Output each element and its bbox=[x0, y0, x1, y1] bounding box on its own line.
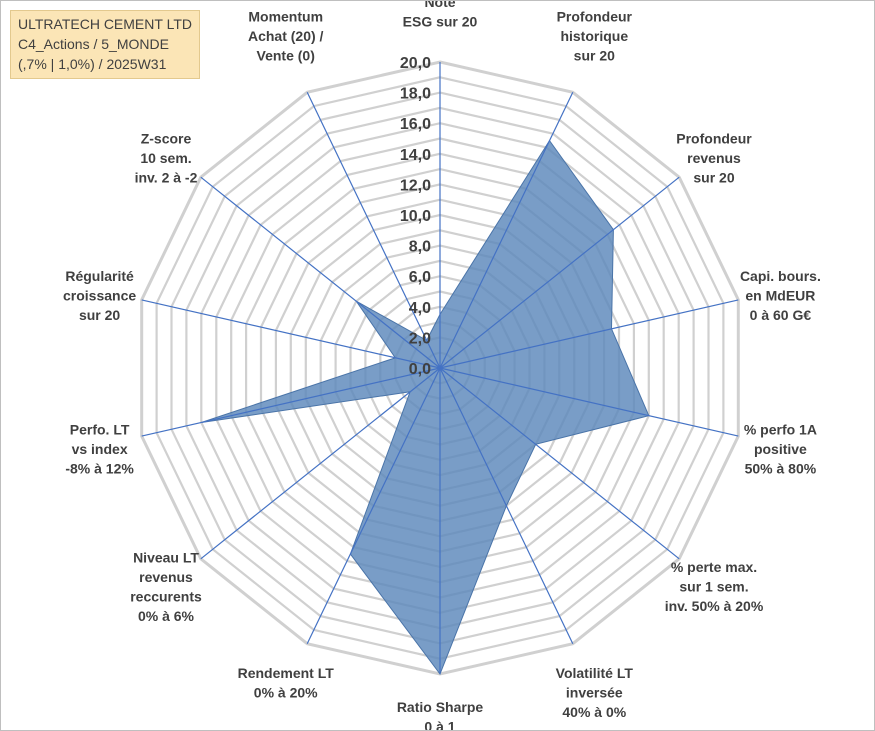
axis-spoke bbox=[141, 367, 441, 437]
axis-label-line: Achat (20) / bbox=[248, 28, 324, 44]
radial-tick-label: 16,0 bbox=[400, 116, 431, 133]
axis-label: Ratio Sharpe 0 à 1 bbox=[397, 699, 484, 730]
axis-label: % perte max. sur 1 sem. inv. 50% à 20% bbox=[665, 559, 764, 614]
axis-label-line: historique bbox=[560, 28, 628, 44]
axis-label-line: inversée bbox=[566, 684, 623, 700]
axis-label-line: Niveau LT bbox=[133, 550, 199, 566]
axis-label-line: -8% à 12% bbox=[65, 460, 134, 476]
axis-label-line: Z-score bbox=[141, 130, 192, 146]
axis-label-line: sur 1 sem. bbox=[679, 579, 748, 595]
axis-label-line: Rendement LT bbox=[238, 665, 335, 681]
axis-label-line: Vente (0) bbox=[257, 48, 315, 64]
axis-label: Note ESG sur 20 bbox=[403, 1, 478, 30]
axis-label-line: positive bbox=[754, 441, 807, 457]
axis-spoke bbox=[439, 367, 680, 560]
radial-tick-label: 14,0 bbox=[400, 147, 431, 164]
axis-label-line: sur 20 bbox=[574, 48, 615, 64]
axis-label-line: Volatilité LT bbox=[556, 665, 634, 681]
axis-label-line: Capi. bours. bbox=[740, 268, 821, 284]
radial-tick-label: 2,0 bbox=[409, 330, 431, 347]
axis-spoke bbox=[439, 299, 739, 369]
axis-label-line: Momentum bbox=[248, 9, 323, 25]
axis-label: Régularité croissance sur 20 bbox=[63, 268, 136, 323]
axis-label-line: sur 20 bbox=[79, 307, 120, 323]
axis-spoke bbox=[141, 299, 441, 369]
axis-label-line: vs index bbox=[72, 441, 128, 457]
axis-label-line: 40% à 0% bbox=[562, 704, 626, 720]
axis-label: Z-score 10 sem. inv. 2 à -2 bbox=[135, 130, 198, 185]
axis-label-line: ESG sur 20 bbox=[403, 14, 478, 30]
axis-label: Niveau LT revenus reccurents 0% à 6% bbox=[130, 550, 202, 625]
axis-label: Momentum Achat (20) / Vente (0) bbox=[248, 9, 324, 64]
axis-spoke bbox=[306, 367, 441, 644]
axis-spoke bbox=[439, 367, 739, 437]
axis-label-line: 0% à 6% bbox=[138, 608, 195, 624]
radar-spokes bbox=[141, 62, 739, 674]
axis-label-line: croissance bbox=[63, 288, 136, 304]
axis-spoke bbox=[200, 367, 441, 560]
axis-label-line: Profondeur bbox=[676, 130, 752, 146]
radial-tick-label: 0,0 bbox=[409, 361, 431, 378]
axis-label-line: en MdEUR bbox=[745, 288, 815, 304]
axis-label: Rendement LT 0% à 20% bbox=[238, 665, 335, 701]
axis-label-line: 10 sem. bbox=[140, 150, 191, 166]
axis-label-line: inv. 2 à -2 bbox=[135, 169, 198, 185]
axis-label-line: Perfo. LT bbox=[70, 421, 130, 437]
axis-label: Volatilité LT inversée 40% à 0% bbox=[556, 665, 634, 720]
axis-label-line: inv. 50% à 20% bbox=[665, 598, 764, 614]
axis-label-line: Note bbox=[424, 1, 455, 10]
axis-spoke bbox=[439, 176, 680, 369]
radial-tick-label: 6,0 bbox=[409, 269, 431, 286]
axis-label-line: 0% à 20% bbox=[254, 684, 318, 700]
radial-tick-label: 20,0 bbox=[400, 55, 431, 72]
radar-tick-labels: 0,0 2,0 4,0 6,0 8,0 10,0 12,0 14,0 16,0 18,0 20,0 bbox=[400, 55, 431, 378]
radial-tick-label: 8,0 bbox=[409, 239, 431, 256]
axis-label: % perfo 1A positive 50% à 80% bbox=[744, 421, 817, 476]
axis-label: Profondeur historique sur 20 bbox=[557, 9, 633, 64]
axis-label-line: 50% à 80% bbox=[745, 460, 817, 476]
title-line-period: (,7% | 1,0%) / 2025W31 bbox=[18, 56, 167, 72]
chart-title-box: ULTRATECH CEMENT LTD C4_Actions / 5_MOND… bbox=[10, 10, 200, 79]
axis-spoke bbox=[200, 176, 441, 369]
axis-label-line: revenus bbox=[139, 569, 193, 585]
axis-label-line: % perfo 1A bbox=[744, 421, 817, 437]
axis-spoke bbox=[439, 92, 574, 369]
axis-spoke bbox=[439, 367, 574, 644]
axis-label-line: Profondeur bbox=[557, 9, 633, 25]
axis-label-line: 0 à 1 bbox=[424, 719, 455, 731]
radial-tick-label: 12,0 bbox=[400, 177, 431, 194]
radar-axis-labels: Note ESG sur 20 Profondeur historique sur 20… bbox=[63, 1, 821, 730]
axis-label-line: % perte max. bbox=[671, 559, 757, 575]
axis-label: Capi. bours. en MdEUR 0 à 60 G€ bbox=[740, 268, 821, 323]
axis-label-line: Régularité bbox=[65, 268, 134, 284]
axis-label-line: sur 20 bbox=[693, 169, 734, 185]
axis-label-line: revenus bbox=[687, 150, 741, 166]
axis-spoke bbox=[306, 92, 441, 369]
axis-label-line: Ratio Sharpe bbox=[397, 699, 484, 715]
axis-label-line: reccurents bbox=[130, 589, 202, 605]
title-line-category: C4_Actions / 5_MONDE bbox=[18, 36, 169, 52]
axis-label-line: 0 à 60 G€ bbox=[750, 307, 812, 323]
radial-tick-label: 18,0 bbox=[400, 86, 431, 103]
radial-tick-label: 10,0 bbox=[400, 208, 431, 225]
radial-tick-label: 4,0 bbox=[409, 300, 431, 317]
axis-label: Perfo. LT vs index -8% à 12% bbox=[65, 421, 134, 476]
title-line-company: ULTRATECH CEMENT LTD bbox=[18, 16, 192, 32]
axis-label: Profondeur revenus sur 20 bbox=[676, 130, 752, 185]
